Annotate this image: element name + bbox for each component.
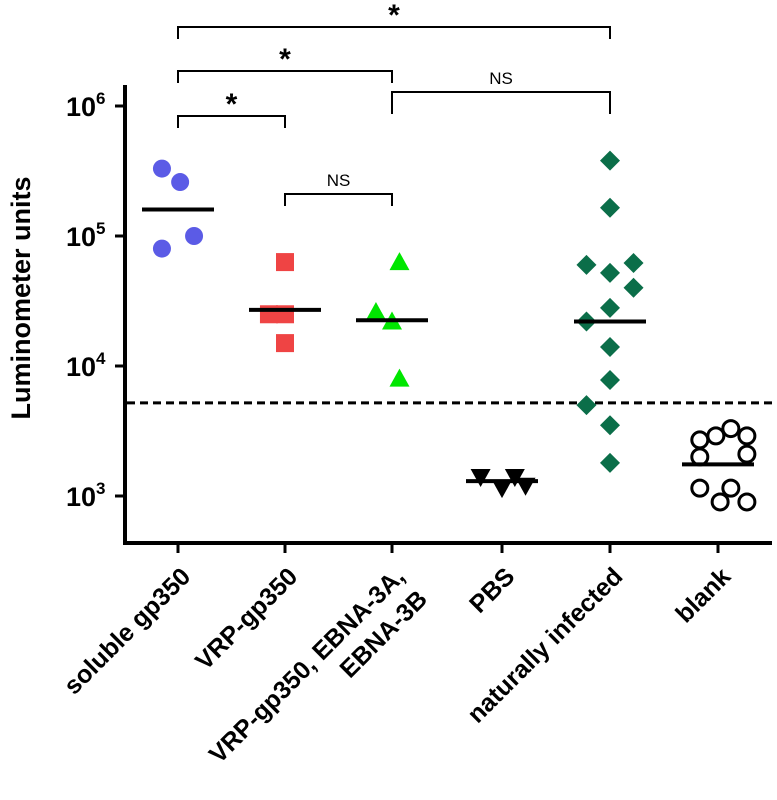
point-2-4 [276,334,294,353]
point-2-1 [276,253,294,272]
bracket-3 [391,91,611,114]
bracket-label-2: * [279,43,291,76]
point-6-8 [721,478,741,498]
y-tick-label-4: 106 [66,89,106,122]
point-5-4 [623,252,644,273]
point-6-2 [706,426,726,446]
point-4-2 [492,480,512,499]
point-5-1 [600,150,620,171]
y-tick-label-1: 103 [66,479,106,512]
y-tick-label-2: 104 [66,349,106,382]
bracket-2 [177,70,393,83]
point-6-6 [737,444,757,464]
point-5-9 [600,337,620,358]
point-5-3 [576,254,597,275]
bracket-label-1: * [388,0,400,32]
category-label-1: soluble gp350 [59,562,197,700]
point-6-10 [737,492,757,512]
point-5-13 [600,452,620,473]
point-5-7 [600,297,620,318]
category-label-4-line-1: PBS [464,562,520,618]
point-3-4 [389,368,410,387]
point-1-2 [171,173,190,192]
bracket-1 [177,26,611,39]
y-ticks: 103 104 105 106 [66,89,125,512]
category-label-3: VRP-gp350, EBNA-3A,EBNA-3B [204,562,433,768]
point-3-1 [389,252,410,271]
y-axis-label: Luminometer units [6,176,36,419]
category-label-6-line-1: blank [670,562,736,628]
point-5-11 [576,395,597,416]
point-3-2 [365,302,386,321]
median-lines [142,207,754,484]
bracket-4 [177,115,286,128]
bracket-label-5: NS [327,171,351,190]
point-1-4 [185,227,204,245]
point-1-3 [152,239,171,258]
point-6-7 [690,478,710,498]
bracket-label-3: NS [489,69,513,88]
category-label-6: blank [670,562,736,628]
category-label-1-line-1: soluble gp350 [59,562,197,700]
y-tick-label-3: 105 [66,219,106,252]
bracket-label-4: * [226,88,238,121]
axes [123,85,772,553]
point-6-9 [710,492,730,512]
category-label-4: PBS [464,562,520,618]
category-label-2: VRP-gp350 [190,562,303,675]
point-4-1 [470,469,491,488]
point-5-12 [600,415,620,436]
data-points [152,150,757,512]
point-4-3 [504,469,525,488]
point-6-4 [737,426,757,446]
point-6-1 [690,430,710,450]
point-5-6 [623,277,644,298]
bracket-5 [284,193,393,206]
point-5-10 [600,370,620,391]
point-1-1 [152,159,171,178]
category-label-3-line-1: VRP-gp350, EBNA-3A, [204,562,410,768]
significance-brackets: * * NS * NS [177,0,611,206]
category-label-2-line-1: VRP-gp350 [190,562,303,675]
point-5-2 [600,197,620,218]
point-5-5 [600,262,620,283]
point-6-3 [721,419,741,439]
